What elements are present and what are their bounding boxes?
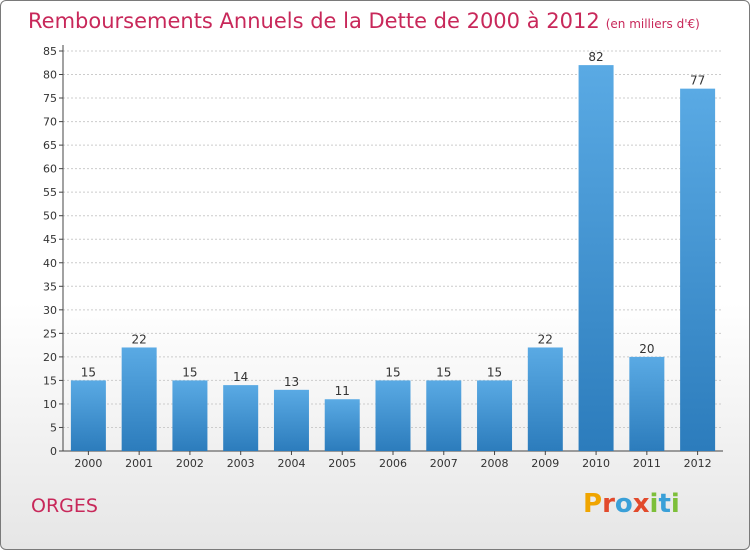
bar-2002 xyxy=(172,380,208,451)
y-tick-label: 25 xyxy=(43,327,57,340)
y-tick-label: 0 xyxy=(50,445,57,458)
bar-2000 xyxy=(70,380,106,451)
logo-letter: o xyxy=(614,489,633,519)
y-tick-label: 60 xyxy=(43,163,57,176)
data-label: 82 xyxy=(588,50,603,64)
data-label: 15 xyxy=(182,365,197,379)
y-tick-label: 35 xyxy=(43,280,57,293)
proxiti-logo[interactable]: Proxiti xyxy=(583,489,680,519)
x-tick-label: 2012 xyxy=(684,457,712,470)
logo-letter: t xyxy=(658,489,671,519)
y-tick-label: 40 xyxy=(43,257,57,270)
bar-2005 xyxy=(324,399,360,451)
y-tick-label: 15 xyxy=(43,374,57,387)
y-tick-label: 10 xyxy=(43,398,57,411)
y-tick-label: 5 xyxy=(50,421,57,434)
logo-letter: i xyxy=(649,489,659,519)
data-label: 77 xyxy=(690,74,705,88)
bar-2008 xyxy=(477,380,513,451)
y-tick-label: 20 xyxy=(43,351,57,364)
x-tick-label: 2010 xyxy=(582,457,610,470)
x-tick-label: 2005 xyxy=(328,457,356,470)
bar-2012 xyxy=(680,88,716,451)
x-tick-label: 2011 xyxy=(633,457,661,470)
bar-2011 xyxy=(629,356,665,451)
data-label: 15 xyxy=(385,365,400,379)
logo-letter: P xyxy=(583,489,603,519)
x-tick-label: 2000 xyxy=(74,457,102,470)
data-label: 22 xyxy=(132,332,147,346)
y-tick-label: 30 xyxy=(43,304,57,317)
chart-unit: (en milliers d'€) xyxy=(605,17,700,31)
data-label: 15 xyxy=(487,365,502,379)
data-label: 15 xyxy=(81,365,96,379)
x-tick-label: 2008 xyxy=(481,457,509,470)
data-label: 14 xyxy=(233,370,248,384)
bar-2004 xyxy=(273,389,309,451)
x-tick-label: 2009 xyxy=(531,457,559,470)
y-tick-label: 80 xyxy=(43,69,57,82)
x-tick-label: 2007 xyxy=(430,457,458,470)
bar-2006 xyxy=(375,380,411,451)
bar-2001 xyxy=(121,347,157,451)
bar-2007 xyxy=(426,380,462,451)
bar-2010 xyxy=(578,65,614,451)
chart-title-text: Remboursements Annuels de la Dette de 20… xyxy=(28,9,600,33)
y-tick-label: 45 xyxy=(43,233,57,246)
data-label: 20 xyxy=(639,342,654,356)
data-label: 11 xyxy=(335,384,350,398)
chart-title: Remboursements Annuels de la Dette de 20… xyxy=(28,9,700,33)
x-tick-label: 2001 xyxy=(125,457,153,470)
data-label: 13 xyxy=(284,375,299,389)
logo-letter: i xyxy=(670,489,680,519)
x-tick-label: 2002 xyxy=(176,457,204,470)
y-tick-label: 55 xyxy=(43,186,57,199)
logo-letter: x xyxy=(632,489,650,519)
y-tick-label: 65 xyxy=(43,139,57,152)
bar-2003 xyxy=(223,385,259,451)
y-tick-label: 75 xyxy=(43,92,57,105)
y-tick-label: 70 xyxy=(43,116,57,129)
bar-2009 xyxy=(527,347,563,451)
commune-name: ORGES xyxy=(31,495,98,517)
x-tick-label: 2004 xyxy=(277,457,305,470)
data-label: 22 xyxy=(538,332,553,346)
y-tick-label: 85 xyxy=(43,45,57,58)
y-tick-label: 50 xyxy=(43,210,57,223)
x-tick-label: 2003 xyxy=(227,457,255,470)
logo-letter: r xyxy=(602,489,615,519)
data-label: 15 xyxy=(436,365,451,379)
x-tick-label: 2006 xyxy=(379,457,407,470)
